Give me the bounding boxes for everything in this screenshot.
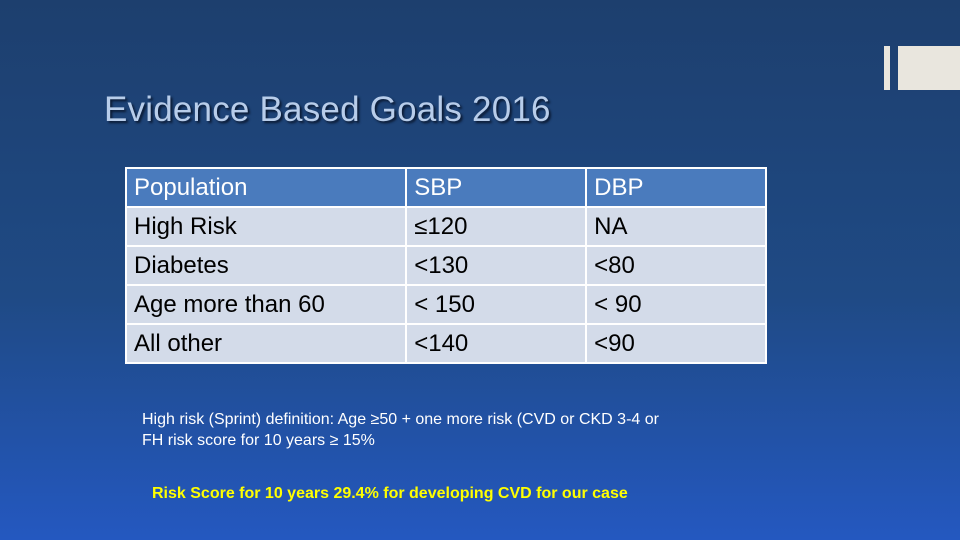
header-dbp: DBP <box>585 167 767 208</box>
cell-sbp: <140 <box>405 323 588 364</box>
table-row: Diabetes <130 <80 <box>124 245 767 286</box>
definition-line-2: FH risk score for 10 years ≥ 15% <box>142 432 375 449</box>
table-row: All other <140 <90 <box>124 323 767 364</box>
cell-population: All other <box>124 323 408 364</box>
header-population: Population <box>124 167 408 208</box>
slide-title: Evidence Based Goals 2016 <box>104 90 551 129</box>
cell-population: High Risk <box>124 206 408 247</box>
table-row: High Risk ≤120 NA <box>124 206 767 247</box>
header-sbp: SBP <box>405 167 588 208</box>
table-row: Age more than 60 < 150 < 90 <box>124 284 767 325</box>
cell-sbp: <130 <box>405 245 588 286</box>
cell-dbp: <80 <box>585 245 767 286</box>
risk-definition: High risk (Sprint) definition: Age ≥50 +… <box>142 409 782 451</box>
cell-population: Diabetes <box>124 245 408 286</box>
goals-table: Population SBP DBP High Risk ≤120 NA Dia… <box>124 167 767 364</box>
definition-line-1: High risk (Sprint) definition: Age ≥50 +… <box>142 411 659 428</box>
corner-bar-thin <box>884 46 890 90</box>
cell-dbp: NA <box>585 206 767 247</box>
corner-bar-wide <box>898 46 960 90</box>
cell-dbp: < 90 <box>585 284 767 325</box>
risk-score-note: Risk Score for 10 years 29.4% for develo… <box>152 485 628 502</box>
cell-sbp: ≤120 <box>405 206 588 247</box>
corner-decoration <box>884 46 960 90</box>
table-header-row: Population SBP DBP <box>124 167 767 208</box>
cell-sbp: < 150 <box>405 284 588 325</box>
cell-population: Age more than 60 <box>124 284 408 325</box>
cell-dbp: <90 <box>585 323 767 364</box>
